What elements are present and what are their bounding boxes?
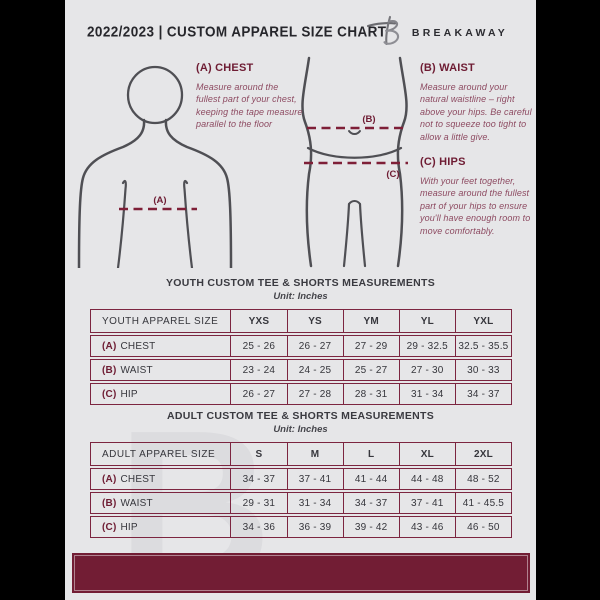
row-label: CHEST [120,340,156,352]
row-marker: (C) [102,521,117,533]
table-row: (B) WAIST 29 - 31 31 - 34 34 - 37 37 - 41… [90,492,512,514]
column-header: YXL [454,310,511,332]
table-cell: 26 - 27 [230,384,286,404]
table-cell: 26 - 27 [286,336,343,356]
chest-marker-label: (A) [153,195,166,206]
table-cell: 29 - 31 [230,493,286,513]
table-cell: 41 - 44 [342,469,399,489]
table-header-row: ADULT APPAREL SIZE S M L XL 2XL [90,442,512,466]
chest-guide: (A) CHEST Measure around the fullest par… [196,62,304,131]
row-label-cell: (A) CHEST [91,336,230,356]
column-header: YXS [230,310,286,332]
table-header-row: YOUTH APPAREL SIZE YXS YS YM YL YXL [90,309,512,333]
row-label: HIP [120,388,138,400]
table-cell: 31 - 34 [286,493,343,513]
row-label-cell: (B) WAIST [91,493,230,513]
row-label-cell: (A) CHEST [91,469,230,489]
waist-guide-text: Measure around your natural waistline – … [420,82,532,142]
column-header: YL [398,310,455,332]
torso-diagram: (A) [75,56,235,273]
table-cell: 48 - 52 [454,469,511,489]
adult-section-title: ADULT CUSTOM TEE & SHORTS MEASUREMENTS [166,410,435,422]
column-header: YOUTH APPAREL SIZE [102,315,219,327]
table-cell: 28 - 31 [342,384,399,404]
table-cell: 25 - 26 [230,336,286,356]
column-header: L [342,443,399,465]
table-row: (C) HIP 34 - 36 36 - 39 39 - 42 43 - 46 4… [90,516,512,538]
table-cell: 44 - 48 [398,469,455,489]
table-cell: 25 - 27 [342,360,399,380]
size-chart-page: 2022/2023 | CUSTOM APPAREL SIZE CHART BR… [65,0,536,600]
column-header: YS [286,310,343,332]
waist-hips-guide: (B) WAIST Measure around your natural wa… [420,62,536,237]
table-cell: 27 - 30 [398,360,455,380]
table-cell: 23 - 24 [230,360,286,380]
table-cell: 32.5 - 35.5 [454,336,511,356]
chest-guide-text: Measure around the fullest part of your … [196,82,303,130]
table-row: (A) CHEST 34 - 37 37 - 41 41 - 44 44 - 48… [90,468,512,490]
hips-guide-text: With your feet together, measure around … [420,176,531,236]
table-cell: 34 - 37 [230,469,286,489]
table-cell: 34 - 36 [230,517,286,537]
hips-marker-label: (C) [386,169,399,180]
column-header: XL [398,443,455,465]
row-label: WAIST [120,364,153,376]
row-marker: (A) [102,473,117,485]
table-cell: 46 - 50 [454,517,511,537]
row-label: CHEST [120,473,156,485]
table-cell: 34 - 37 [454,384,511,404]
table-cell: 43 - 46 [398,517,455,537]
brand-lockup: BREAKAWAY [366,14,508,51]
row-label-cell: (B) WAIST [91,360,230,380]
table-cell: 41 - 45.5 [454,493,511,513]
table-cell: 34 - 37 [342,493,399,513]
table-cell: 27 - 29 [342,336,399,356]
table-cell: 30 - 33 [454,360,511,380]
chest-guide-title: (A) CHEST [196,62,254,74]
row-marker: (A) [102,340,117,352]
table-cell: 27 - 28 [286,384,343,404]
table-cell: 31 - 34 [398,384,455,404]
row-label-cell: (C) HIP [91,384,230,404]
table-cell: 37 - 41 [286,469,343,489]
row-marker: (B) [102,364,117,376]
hips-guide-title: (C) HIPS [420,156,466,169]
row-label: WAIST [120,497,153,509]
brand-name: BREAKAWAY [411,26,508,39]
table-cell: 37 - 41 [398,493,455,513]
waist-guide-title: (B) WAIST [420,62,475,74]
row-marker: (B) [102,497,117,509]
adult-unit-label: Unit: Inches [273,424,328,435]
column-header: YM [342,310,399,332]
row-label: HIP [120,521,138,533]
waist-marker-label: (B) [362,114,375,125]
youth-unit-label: Unit: Inches [273,291,328,302]
youth-section-title: YOUTH CUSTOM TEE & SHORTS MEASUREMENTS [165,277,436,289]
youth-size-table: YOUTH APPAREL SIZE YXS YS YM YL YXL (A) C… [90,309,512,407]
adult-size-table: ADULT APPAREL SIZE S M L XL 2XL (A) CHEST… [90,442,512,540]
hips-guide: (C) HIPS With your feet together, measur… [420,156,536,237]
column-header: ADULT APPAREL SIZE [102,448,216,460]
table-cell: 29 - 32.5 [398,336,455,356]
column-header: 2XL [454,443,511,465]
page-title: 2022/2023 | CUSTOM APPAREL SIZE CHART [87,23,387,40]
table-row: (B) WAIST 23 - 24 24 - 25 25 - 27 27 - 30… [90,359,512,381]
hips-diagram: (B) (C) [292,56,417,273]
row-marker: (C) [102,388,117,400]
table-cell: 39 - 42 [342,517,399,537]
column-header: S [230,443,286,465]
table-row: (A) CHEST 25 - 26 26 - 27 27 - 29 29 - 32… [90,335,512,357]
footer-bar [72,553,530,593]
table-row: (C) HIP 26 - 27 27 - 28 28 - 31 31 - 34 3… [90,383,512,405]
breakaway-logo-icon [366,14,403,51]
table-cell: 36 - 39 [286,517,343,537]
row-label-cell: (C) HIP [91,517,230,537]
column-header: M [286,443,343,465]
table-cell: 24 - 25 [286,360,343,380]
